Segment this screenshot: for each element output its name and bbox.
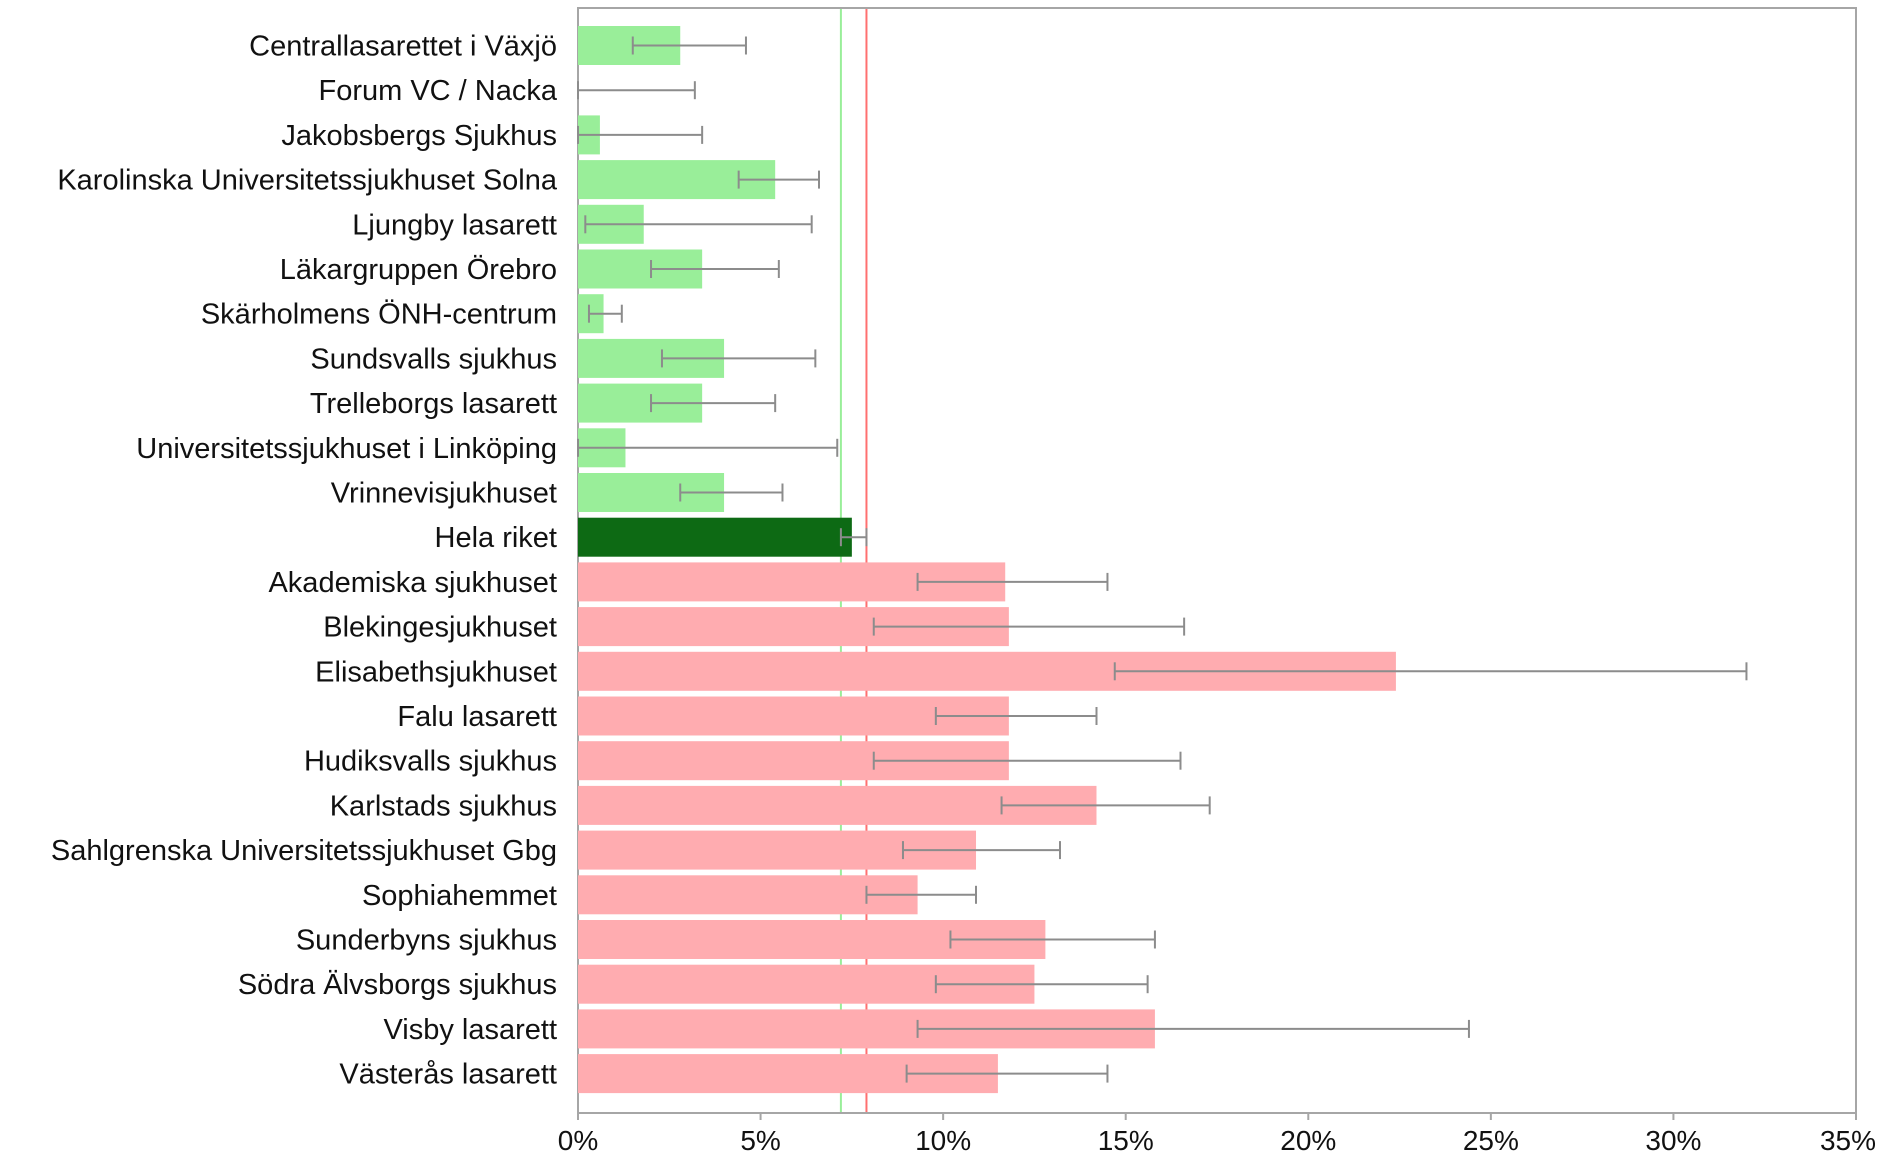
x-tick-label: 30% — [1645, 1125, 1701, 1156]
category-label: Visby lasarett — [383, 1014, 557, 1046]
x-tick-label: 35% — [1820, 1125, 1876, 1156]
error-bar-22 — [934, 975, 1149, 994]
error-bar-1 — [631, 36, 747, 55]
error-bar-3 — [577, 125, 704, 144]
category-label: Trelleborgs lasarett — [310, 388, 557, 420]
category-label: Centrallasarettet i Växjö — [249, 31, 557, 63]
error-bar-6 — [650, 260, 780, 278]
category-label: Västerås lasarett — [339, 1059, 557, 1091]
error-bar-2 — [577, 81, 696, 100]
error-bar-24 — [905, 1064, 1109, 1083]
category-label: Jakobsbergs Sjukhus — [281, 120, 557, 152]
bar-20 — [578, 875, 918, 915]
category-label: Blekingesjukhuset — [323, 612, 557, 644]
error-bar-15 — [1113, 662, 1748, 681]
error-bar-21 — [949, 930, 1156, 949]
error-bar-18 — [1000, 796, 1211, 815]
error-bar-20 — [865, 885, 978, 904]
error-bar-4 — [737, 170, 820, 189]
x-tick-label: 25% — [1463, 1125, 1519, 1156]
category-label: Akademiska sjukhuset — [268, 567, 557, 599]
category-label: Karolinska Universitetssjukhuset Solna — [57, 165, 558, 197]
error-bar-8 — [660, 349, 817, 368]
category-label: Läkargruppen Örebro — [280, 254, 557, 286]
bar-12 — [578, 517, 852, 557]
category-label: Forum VC / Nacka — [319, 75, 558, 107]
bars — [578, 26, 1396, 1094]
error-bar-12 — [839, 528, 868, 547]
category-label: Universitetssjukhuset i Linköping — [136, 433, 557, 465]
category-label: Falu lasarett — [397, 701, 557, 733]
category-label: Sunderbyns sjukhus — [296, 925, 557, 957]
category-label: Hela riket — [435, 522, 558, 554]
x-tick-label: 10% — [915, 1125, 971, 1156]
category-label: Sahlgrenska Universitetssjukhuset Gbg — [51, 835, 557, 867]
error-bar-7 — [587, 304, 623, 323]
category-label: Karlstads sjukhus — [330, 790, 557, 822]
error-bar-11 — [679, 483, 784, 502]
x-axis-ticks: 0% 5% 10% 15% 20% 25% 30% 35% — [558, 1113, 1876, 1156]
category-label: Ljungby lasarett — [352, 209, 557, 241]
category-label: Hudiksvalls sjukhus — [304, 746, 557, 778]
x-tick-label: 5% — [740, 1125, 780, 1156]
error-bar-13 — [916, 572, 1109, 591]
error-bar-9 — [650, 394, 777, 413]
category-label: Södra Älvsborgs sjukhus — [238, 969, 557, 1001]
error-bar-16 — [934, 707, 1098, 725]
error-bar-23 — [916, 1019, 1470, 1038]
error-bar-14 — [872, 617, 1186, 636]
x-tick-label: 20% — [1280, 1125, 1336, 1156]
x-tick-label: 15% — [1098, 1125, 1154, 1156]
category-label: Elisabethsjukhuset — [315, 656, 557, 688]
category-label: Sundsvalls sjukhus — [310, 343, 557, 375]
error-bar-10 — [577, 438, 839, 457]
error-bar-19 — [901, 841, 1061, 860]
x-tick-label: 0% — [558, 1125, 598, 1156]
error-bar-5 — [584, 215, 813, 234]
category-labels: Centrallasarettet i Växjö Forum VC / Nack… — [51, 31, 558, 1091]
category-label: Sophiahemmet — [362, 880, 557, 912]
error-bars — [577, 36, 1748, 1083]
category-label: Vrinnevisjukhuset — [331, 478, 557, 510]
category-label: Skärholmens ÖNH-centrum — [201, 299, 557, 331]
error-bar-17 — [872, 751, 1182, 770]
